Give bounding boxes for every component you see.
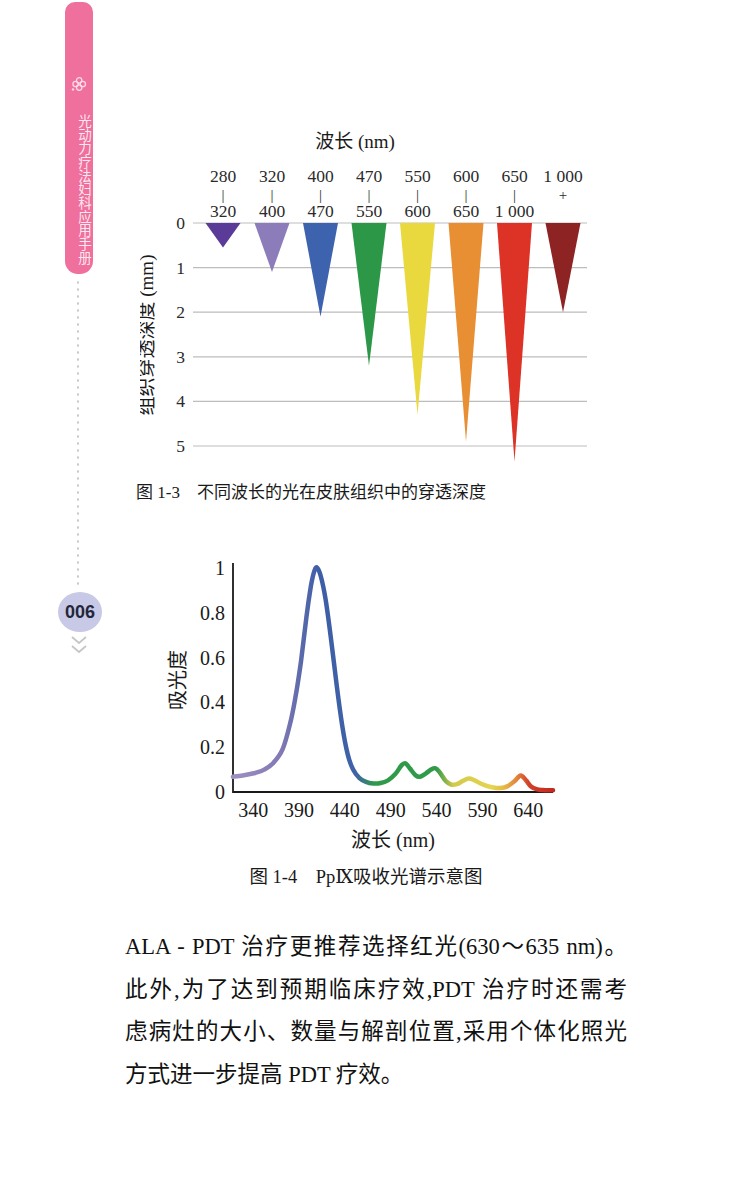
svg-text:280: 280 — [210, 166, 237, 186]
svg-text:0: 0 — [215, 781, 225, 803]
page-number-badge: 006 — [58, 592, 102, 632]
svg-text:1: 1 — [215, 557, 225, 579]
svg-text:650: 650 — [501, 166, 528, 186]
paragraph-line: ALA - PDT 治疗更推荐选择红光(630～635 nm)。 — [125, 926, 627, 969]
svg-text:340: 340 — [238, 799, 268, 821]
dotted-leader-line — [77, 279, 80, 589]
svg-text:640: 640 — [513, 799, 543, 821]
figure-1-3-caption: 图 1-3 不同波长的光在皮肤组织中的穿透深度 — [0, 478, 622, 503]
svg-text:1 000: 1 000 — [543, 166, 583, 186]
svg-text:波长 (nm): 波长 (nm) — [315, 131, 395, 153]
svg-text:+: + — [559, 187, 567, 203]
chevron-down-icon — [69, 635, 89, 657]
svg-text:470: 470 — [356, 166, 383, 186]
paragraph-line: 此外,为了达到预期临床疗效,PDT 治疗时还需考 — [125, 969, 627, 1012]
svg-text:550: 550 — [404, 166, 431, 186]
svg-text:波长 (nm): 波长 (nm) — [351, 829, 435, 852]
svg-text:1 000: 1 000 — [495, 201, 535, 221]
svg-text:320: 320 — [210, 201, 237, 221]
book-title-vertical: 光动力疗法妇科应用手册 — [65, 108, 93, 270]
svg-text:540: 540 — [422, 799, 452, 821]
svg-text:400: 400 — [259, 201, 286, 221]
svg-text:550: 550 — [356, 201, 383, 221]
svg-text:0.8: 0.8 — [200, 602, 225, 624]
book-page: 光动力疗法妇科应用手册 006 0 1 2 3 4 5 波长 (nm) 组织穿透深度 (mm)… — [0, 0, 750, 1197]
svg-text:600: 600 — [404, 201, 431, 221]
svg-text:390: 390 — [284, 799, 314, 821]
svg-text:3: 3 — [176, 347, 185, 367]
svg-text:400: 400 — [307, 166, 334, 186]
svg-text:650: 650 — [453, 201, 480, 221]
svg-text:0.2: 0.2 — [200, 736, 225, 758]
svg-text:组织穿透深度 (mm): 组织穿透深度 (mm) — [140, 255, 158, 416]
svg-text:440: 440 — [330, 799, 360, 821]
svg-text:0.4: 0.4 — [200, 691, 225, 713]
svg-text:吸光度: 吸光度 — [167, 650, 189, 710]
svg-text:5: 5 — [176, 436, 185, 456]
svg-text:470: 470 — [307, 201, 334, 221]
figure-1-4-caption: 图 1-4 PpⅨ吸收光谱示意图 — [0, 862, 732, 888]
clover-icon — [71, 76, 87, 92]
page-number: 006 — [65, 602, 95, 623]
svg-text:320: 320 — [259, 166, 286, 186]
svg-text:590: 590 — [467, 799, 497, 821]
svg-text:0.6: 0.6 — [200, 647, 225, 669]
figure-1-3-chart: 012345波长 (nm)组织穿透深度 (mm)280|320320|40040… — [140, 125, 600, 470]
body-paragraph: ALA - PDT 治疗更推荐选择红光(630～635 nm)。 此外,为了达到… — [125, 926, 627, 1096]
svg-text:600: 600 — [453, 166, 480, 186]
svg-text:4: 4 — [176, 391, 185, 411]
paragraph-line: 方式进一步提高 PDT 疗效。 — [125, 1054, 627, 1097]
paragraph-line: 虑病灶的大小、数量与解剖位置,采用个体化照光 — [125, 1011, 627, 1054]
svg-text:2: 2 — [176, 302, 185, 322]
figure-1-4-chart: 0 0.2 0.4 0.6 0.8 1 340 390 440 490 540 590 640 波长 (n… — [160, 555, 580, 855]
svg-text:1: 1 — [176, 258, 185, 278]
sidebar-tab: 光动力疗法妇科应用手册 — [65, 2, 93, 274]
svg-text:0: 0 — [176, 213, 185, 233]
svg-text:490: 490 — [376, 799, 406, 821]
